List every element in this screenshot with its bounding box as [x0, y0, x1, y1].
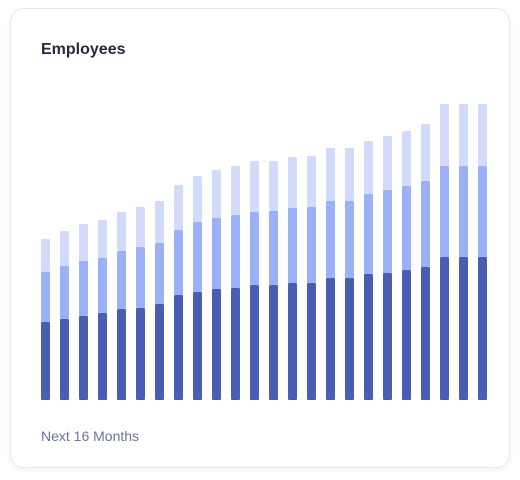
bar-segment	[155, 201, 164, 243]
bar-segment	[174, 295, 183, 400]
bar-segment	[402, 186, 411, 270]
bar-segment	[79, 224, 88, 261]
bar-segment	[364, 274, 373, 400]
bar-segment	[364, 194, 373, 274]
bar-segment	[155, 243, 164, 304]
bar-segment	[478, 104, 487, 166]
bar-segment	[326, 148, 335, 201]
bar-segment	[79, 261, 88, 316]
card-title: Employees	[41, 41, 126, 58]
chart	[41, 104, 487, 400]
bar-segment	[383, 190, 392, 273]
bar-segment	[421, 181, 430, 267]
bar-segment	[364, 141, 373, 194]
bar-segment	[41, 272, 50, 322]
bar-segment	[440, 166, 449, 257]
bar-segment	[174, 230, 183, 295]
bar-segment	[307, 283, 316, 400]
bar-segment	[478, 166, 487, 257]
bar-segment	[98, 258, 107, 313]
bar-segment	[326, 278, 335, 400]
bar-segment	[250, 161, 259, 212]
bar-segment	[288, 208, 297, 283]
bar-segment	[288, 283, 297, 400]
bar-segment	[79, 316, 88, 400]
bar-segment	[459, 257, 468, 400]
bar-segment	[383, 136, 392, 190]
bar-segment	[440, 104, 449, 166]
bar-segment	[212, 170, 221, 218]
bar-segment	[155, 304, 164, 400]
bar-segment	[421, 267, 430, 400]
bar-segment	[345, 278, 354, 400]
bar-segment	[193, 222, 202, 292]
bar-segment	[231, 215, 240, 288]
bar-segment	[269, 161, 278, 211]
bar-segment	[136, 207, 145, 247]
bar-segment	[402, 131, 411, 186]
bar-segment	[212, 289, 221, 400]
bar-segment	[402, 270, 411, 400]
bar-segment	[345, 201, 354, 278]
bar-segment	[383, 273, 392, 400]
bar-segment	[440, 257, 449, 400]
bar-segment	[41, 239, 50, 272]
bar-segment	[459, 166, 468, 257]
bar-segment	[98, 313, 107, 400]
bar-segment	[60, 231, 69, 266]
card: Employees Next 16 Months	[10, 8, 510, 468]
bar-segment	[307, 156, 316, 207]
bar-segment	[60, 319, 69, 400]
bar-segment	[136, 308, 145, 400]
bar-segment	[250, 285, 259, 400]
bar-segment	[60, 266, 69, 319]
bar-segment	[231, 288, 240, 400]
bar-segment	[459, 104, 468, 166]
bar-segment	[269, 285, 278, 400]
card-footer: Next 16 Months	[41, 428, 140, 444]
bar-segment	[288, 157, 297, 208]
bar-segment	[98, 220, 107, 258]
bar-segment	[231, 166, 240, 215]
bar-segment	[478, 257, 487, 400]
bar-segment	[345, 148, 354, 201]
bar-segment	[421, 124, 430, 181]
bar-segment	[117, 251, 126, 309]
bar-segment	[212, 218, 221, 289]
bar-segment	[41, 322, 50, 400]
bar-segment	[117, 309, 126, 400]
bar-segment	[193, 176, 202, 222]
bar-segment	[174, 185, 183, 230]
bar-segment	[117, 212, 126, 251]
bar-segment	[269, 211, 278, 285]
bar-segment	[193, 292, 202, 400]
bar-segment	[136, 247, 145, 308]
bar-segment	[307, 207, 316, 283]
bar-segment	[326, 201, 335, 278]
bar-segment	[250, 212, 259, 285]
